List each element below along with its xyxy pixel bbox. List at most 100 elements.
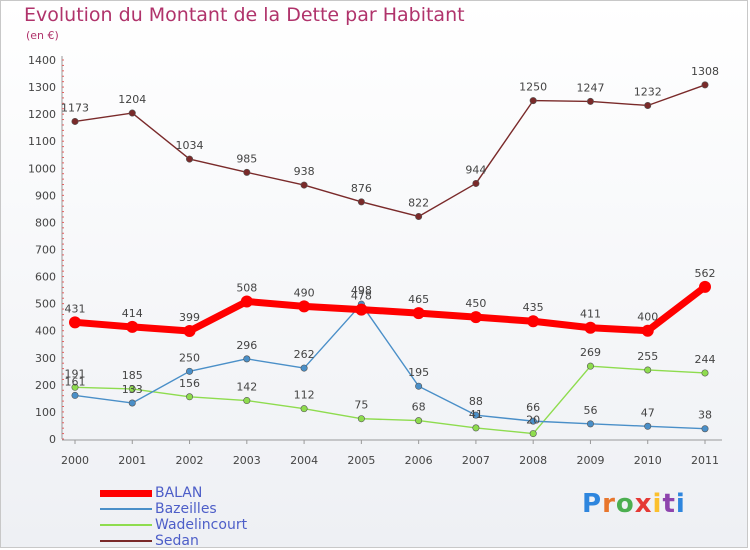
data-point-bazeilles	[186, 367, 194, 375]
data-point-balan	[355, 303, 368, 316]
data-point-bazeilles	[529, 417, 537, 425]
x-tick-label: 2011	[691, 454, 719, 467]
data-label-wadelincourt: 185	[122, 369, 143, 382]
data-label-wadelincourt: 20	[526, 414, 540, 427]
data-point-sedan	[71, 117, 79, 125]
data-point-balan	[183, 324, 196, 337]
legend-item-balan: BALAN	[100, 485, 247, 501]
data-label-balan: 450	[465, 297, 486, 310]
data-point-wadelincourt	[644, 366, 652, 374]
legend-label: Sedan	[155, 533, 199, 549]
legend-item-wadelincourt: Wadelincourt	[100, 517, 247, 533]
data-label-balan: 414	[122, 307, 143, 320]
data-label-sedan: 1247	[576, 81, 604, 94]
data-point-wadelincourt	[186, 393, 194, 401]
data-point-balan	[641, 324, 654, 337]
data-point-sedan	[128, 109, 136, 117]
data-label-wadelincourt: 244	[695, 353, 716, 366]
data-label-bazeilles: 133	[122, 383, 143, 396]
data-point-balan	[469, 311, 482, 324]
data-point-bazeilles	[128, 399, 136, 407]
y-tick-label: 600	[35, 271, 56, 284]
legend-swatch	[100, 524, 152, 526]
data-label-bazeilles: 296	[236, 339, 257, 352]
y-tick-label: 300	[35, 352, 56, 365]
chart-subtitle: (en €)	[26, 29, 59, 42]
legend-swatch	[100, 540, 152, 542]
data-point-balan	[527, 315, 540, 328]
x-tick-label: 2002	[176, 454, 204, 467]
data-label-wadelincourt: 191	[65, 367, 86, 380]
legend-swatch	[100, 508, 152, 510]
data-label-balan: 478	[351, 290, 372, 303]
y-tick-label: 400	[35, 325, 56, 338]
data-point-bazeilles	[415, 382, 423, 390]
data-point-wadelincourt	[243, 397, 251, 405]
data-label-sedan: 1232	[634, 85, 662, 98]
data-label-bazeilles: 262	[294, 348, 315, 361]
data-label-balan: 399	[179, 311, 200, 324]
data-label-sedan: 1250	[519, 81, 547, 94]
data-point-wadelincourt	[415, 417, 423, 425]
x-tick-label: 2009	[576, 454, 604, 467]
data-point-balan	[240, 295, 253, 308]
data-point-sedan	[415, 212, 423, 220]
series-line-wadelincourt	[74, 365, 706, 435]
logo-letter: x	[634, 489, 653, 519]
data-label-wadelincourt: 41	[469, 408, 483, 421]
x-tick-label: 2007	[462, 454, 490, 467]
data-point-bazeilles	[644, 422, 652, 430]
data-point-balan	[69, 316, 81, 329]
data-label-balan: 431	[65, 302, 86, 315]
data-point-wadelincourt	[701, 369, 709, 377]
y-tick-label: 1000	[28, 162, 56, 175]
data-label-bazeilles: 47	[641, 406, 655, 419]
data-point-wadelincourt	[128, 385, 136, 393]
data-point-sedan	[243, 168, 251, 176]
data-point-sedan	[529, 97, 537, 105]
data-label-balan: 490	[294, 286, 315, 299]
data-label-wadelincourt: 142	[236, 381, 257, 394]
logo-letter: o	[615, 489, 635, 519]
data-label-wadelincourt: 269	[580, 346, 601, 359]
data-label-wadelincourt: 112	[294, 389, 315, 402]
y-tick-label: 800	[35, 216, 56, 229]
legend-label: BALAN	[155, 485, 203, 501]
data-point-wadelincourt	[472, 424, 480, 432]
y-tick-label: 1400	[28, 54, 56, 67]
x-tick-label: 2010	[634, 454, 662, 467]
y-tick-label: 100	[35, 406, 56, 419]
data-point-wadelincourt	[71, 383, 79, 391]
data-label-sedan: 944	[465, 163, 486, 176]
series-lines	[69, 81, 711, 438]
legend-label: Wadelincourt	[155, 517, 248, 533]
data-label-balan: 400	[637, 311, 658, 324]
y-tick-label: 1100	[28, 135, 56, 148]
legend-item-bazeilles: Bazeilles	[100, 501, 247, 517]
x-tick-label: 2001	[118, 454, 146, 467]
data-point-wadelincourt	[529, 430, 537, 438]
x-tick-label: 2004	[290, 454, 318, 467]
series-line-bazeilles	[74, 303, 706, 430]
data-label-bazeilles: 250	[179, 351, 200, 364]
data-label-bazeilles: 88	[469, 395, 483, 408]
data-point-sedan	[586, 97, 594, 105]
y-tick-label: 0	[49, 433, 56, 446]
data-point-bazeilles	[243, 355, 251, 363]
data-label-sedan: 1034	[176, 139, 204, 152]
data-label-sedan: 1308	[691, 65, 719, 78]
data-point-wadelincourt	[300, 405, 308, 413]
legend: BALAN Bazeilles Wadelincourt Sedan	[100, 485, 247, 549]
data-point-wadelincourt	[357, 415, 365, 423]
data-label-sedan: 985	[236, 152, 257, 165]
data-label-wadelincourt: 75	[354, 399, 368, 412]
data-point-sedan	[357, 198, 365, 206]
data-label-bazeilles: 66	[526, 401, 540, 414]
data-point-wadelincourt	[586, 362, 594, 370]
x-tick-label: 2000	[61, 454, 89, 467]
data-label-sedan: 876	[351, 182, 372, 195]
legend-item-sedan: Sedan	[100, 533, 247, 549]
data-label-bazeilles: 161	[65, 375, 86, 388]
data-label-sedan: 938	[294, 165, 315, 178]
